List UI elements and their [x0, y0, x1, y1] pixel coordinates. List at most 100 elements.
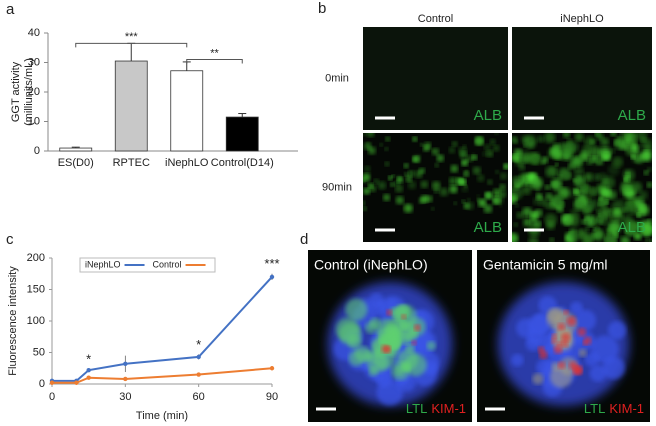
x-tick-label: RPTEC	[113, 157, 150, 169]
cell	[451, 141, 458, 147]
point	[269, 366, 275, 371]
y-tick-label: 200	[27, 252, 45, 264]
ltl	[532, 373, 544, 385]
stain-label: ALB	[618, 219, 646, 236]
cell	[552, 195, 564, 206]
kim1	[551, 333, 557, 339]
row-label: 0min	[325, 72, 349, 84]
series-line	[52, 276, 273, 382]
cell	[564, 172, 572, 180]
cell	[499, 172, 508, 180]
axis-label: (milliunits/mL)	[23, 58, 35, 126]
ltl	[404, 353, 427, 377]
cell	[586, 158, 594, 166]
cell	[364, 142, 372, 150]
cell	[569, 230, 581, 242]
cell	[595, 226, 600, 231]
cell	[463, 171, 469, 177]
cell	[585, 227, 590, 232]
nucleus	[590, 335, 619, 364]
cell	[373, 178, 379, 185]
cell	[439, 187, 449, 197]
cell	[494, 133, 499, 135]
cell	[614, 137, 627, 150]
cell	[476, 194, 481, 198]
panel-label: a	[6, 1, 15, 18]
stain-name: KIM-1	[431, 401, 466, 416]
cell	[363, 200, 366, 206]
cell	[544, 184, 551, 190]
cell	[513, 154, 522, 163]
cell	[610, 208, 624, 222]
cell	[420, 180, 429, 189]
cell	[394, 184, 404, 193]
cell	[379, 143, 383, 147]
ltl	[401, 360, 412, 371]
nucleus	[369, 293, 385, 309]
cell	[632, 152, 643, 163]
cell	[584, 172, 594, 182]
kim1	[557, 341, 562, 346]
significance-label: ***	[264, 256, 279, 271]
cell	[549, 146, 562, 158]
bar	[114, 60, 148, 152]
bar	[225, 116, 259, 152]
cell	[423, 144, 430, 152]
cell	[385, 136, 391, 142]
cell	[463, 202, 470, 210]
cell	[430, 207, 435, 211]
x-tick-label: 0	[49, 391, 55, 403]
cell	[592, 229, 604, 241]
cell	[499, 183, 506, 191]
cell	[448, 177, 457, 185]
cell	[450, 164, 459, 173]
cell	[620, 133, 631, 139]
cell	[461, 185, 469, 193]
cell	[513, 175, 522, 185]
point	[196, 354, 201, 360]
cell	[567, 214, 580, 227]
kim1	[413, 324, 421, 332]
cell	[384, 147, 389, 151]
cell	[573, 198, 586, 211]
cell	[395, 196, 404, 205]
micrograph	[512, 27, 652, 130]
cell	[587, 198, 599, 210]
nucleus	[511, 353, 524, 367]
column-label: Control	[418, 13, 453, 25]
cell	[449, 185, 458, 194]
cell	[483, 143, 492, 152]
cell	[628, 228, 633, 233]
ltl	[578, 348, 587, 357]
cell	[498, 204, 503, 208]
cell	[601, 152, 611, 161]
cell	[523, 135, 537, 148]
cell	[600, 137, 609, 147]
micrograph-signal	[512, 133, 652, 242]
y-tick-label: 10	[28, 115, 40, 127]
kim1	[563, 309, 569, 315]
y-tick-label: 30	[28, 56, 40, 68]
significance-bracket	[186, 59, 243, 64]
stain-name: LTL	[584, 401, 605, 416]
nucleus	[607, 321, 627, 340]
column-label: iNephLO	[560, 13, 604, 25]
cell	[617, 235, 622, 239]
cell	[640, 223, 652, 235]
y-tick-label: 150	[27, 283, 45, 295]
cell	[403, 163, 409, 169]
point	[269, 274, 275, 280]
cell	[602, 176, 616, 189]
cell	[633, 196, 645, 207]
cell	[541, 156, 549, 164]
cell	[495, 169, 500, 174]
cell	[387, 175, 393, 181]
cell	[581, 233, 594, 242]
point	[86, 367, 91, 373]
cell	[546, 220, 556, 230]
x-tick-label: Control(D14)	[211, 157, 274, 169]
cell	[562, 142, 575, 156]
cell	[641, 138, 652, 150]
cell	[620, 236, 630, 242]
cell	[403, 203, 413, 213]
